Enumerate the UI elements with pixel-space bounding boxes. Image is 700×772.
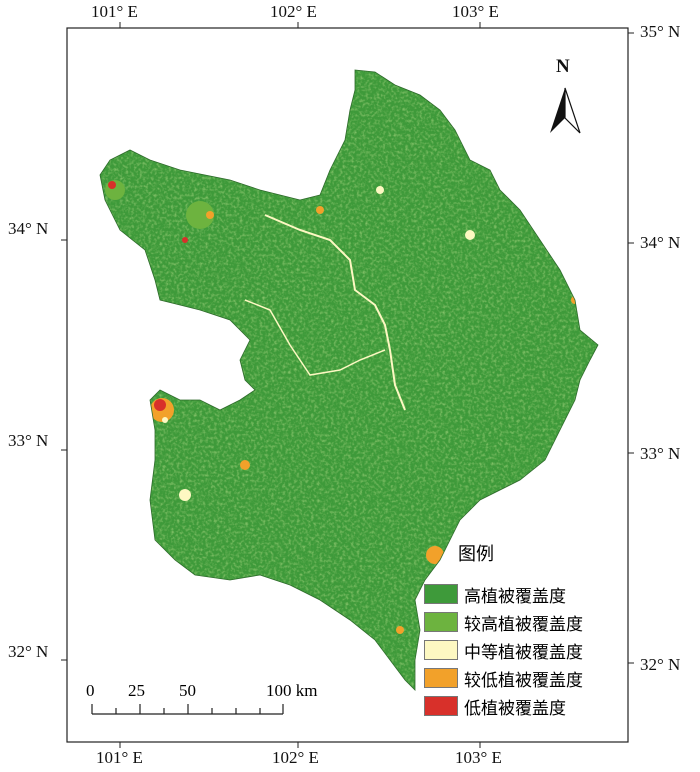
legend-swatch [424,668,458,688]
legend-label: 中等植被覆盖度 [464,642,583,663]
lat-label-left: 33° N [8,431,49,450]
legend-swatch [424,584,458,604]
legend-swatch [424,640,458,660]
lat-label-right: 35° N [640,22,681,41]
legend-swatch [424,612,458,632]
scale-label: 50 [179,681,196,700]
legend: 图例 高植被覆盖度 较高植被覆盖度 中等植被覆盖度 较低植被覆盖度 低植被覆盖度 [424,540,634,720]
north-arrow-icon [550,87,581,134]
scale-label: 100 km [266,681,318,700]
legend-item: 较高植被覆盖度 [424,608,634,636]
legend-label: 较低植被覆盖度 [464,670,583,691]
lon-label-bottom: 102° E [272,748,319,767]
graticule-ticks [61,22,634,748]
scale-bar [91,704,284,715]
legend-label: 低植被覆盖度 [464,698,566,719]
north-label: N [556,56,570,77]
low-cover-patches [105,180,579,634]
lon-label-top: 103° E [452,2,499,21]
legend-item: 较低植被覆盖度 [424,664,634,692]
lat-label-right: 33° N [640,444,681,463]
legend-item: 高植被覆盖度 [424,580,634,608]
lat-label-left: 32° N [8,642,49,661]
legend-title: 图例 [458,544,494,565]
scale-label: 25 [128,681,145,700]
legend-item: 中等植被覆盖度 [424,636,634,664]
map-frame [66,27,629,743]
lat-label-left: 34° N [8,219,49,238]
legend-swatch [424,696,458,716]
lon-label-top: 101° E [91,2,138,21]
lat-label-right: 34° N [640,233,681,252]
legend-item: 低植被覆盖度 [424,692,634,720]
legend-label: 高植被覆盖度 [464,586,566,607]
scale-label: 0 [86,681,95,700]
legend-label: 较高植被覆盖度 [464,614,583,635]
river [244,299,386,376]
lon-label-bottom: 101° E [96,748,143,767]
lon-label-top: 102° E [270,2,317,21]
lat-label-right: 32° N [640,655,681,674]
lon-label-bottom: 103° E [455,748,502,767]
river [264,214,406,411]
